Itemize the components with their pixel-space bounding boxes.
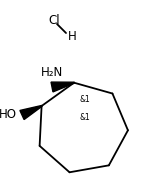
Text: Cl: Cl [48,14,60,27]
Text: H₂N: H₂N [41,67,63,80]
Text: H: H [68,29,77,42]
Text: &1: &1 [80,95,91,105]
Text: HO: HO [0,108,17,121]
Text: &1: &1 [80,113,91,122]
Polygon shape [20,106,42,120]
Polygon shape [51,82,74,92]
